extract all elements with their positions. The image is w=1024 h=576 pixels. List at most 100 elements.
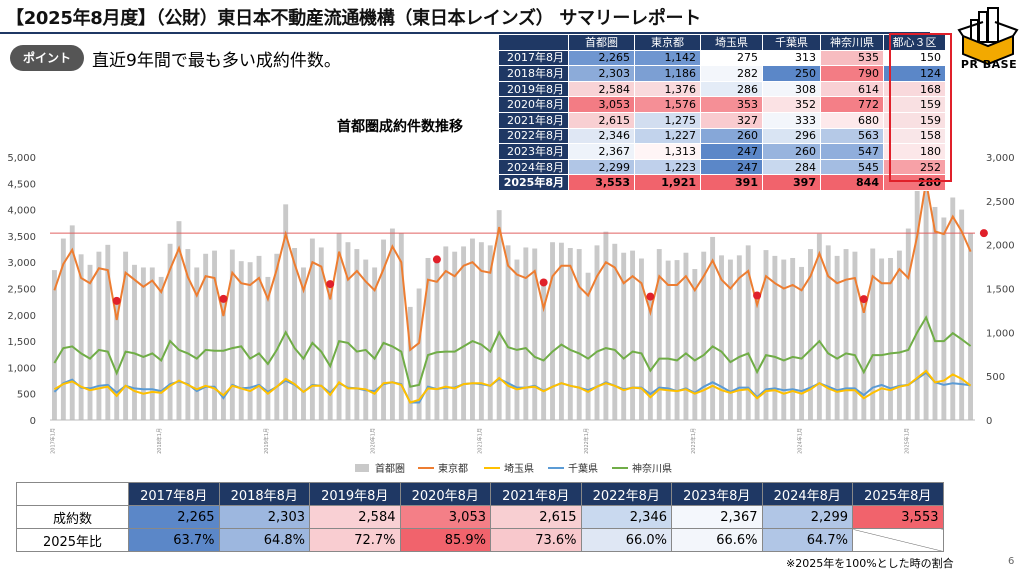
shutoken-bar xyxy=(772,255,778,420)
summary-cell: 545 xyxy=(820,158,884,176)
august-marker xyxy=(219,294,228,303)
summary-cell: 3,053 xyxy=(568,96,635,113)
summary-row-label: 2019年8月 xyxy=(498,80,569,98)
comparison-cell: 72.7% xyxy=(309,528,401,552)
logo-text: PR BASE xyxy=(960,58,1018,71)
summary-table: 首都圏 東京都 埼玉県 千葉県 神奈川県 都心３区 2017年8月 2,265 1,… xyxy=(498,34,946,191)
shutoken-bar xyxy=(505,245,511,420)
shutoken-bar xyxy=(336,233,342,420)
shutoken-bar xyxy=(452,251,458,420)
summary-cell: 535 xyxy=(820,49,884,67)
shutoken-bar xyxy=(105,244,111,420)
summary-row-label: 2024年8月 xyxy=(498,158,569,176)
y-right-tick-label: 2,500 xyxy=(986,197,1015,208)
summary-col-header: 首都圏 xyxy=(568,34,635,51)
y-right-tick-label: 2,000 xyxy=(986,241,1015,252)
summary-row-label: 2022年8月 xyxy=(498,127,569,145)
y-left-tick-label: 4,000 xyxy=(7,206,36,217)
comparison-row-label: 2025年比 xyxy=(16,528,129,552)
comparison-cell: 85.9% xyxy=(399,528,491,552)
comparison-cell: 3,053 xyxy=(399,505,491,529)
shutoken-bar xyxy=(407,306,413,420)
shutoken-bar xyxy=(416,288,422,420)
shutoken-bar xyxy=(870,248,876,420)
august-marker xyxy=(112,296,121,305)
summary-row-label: 2018年8月 xyxy=(498,65,569,82)
summary-cell: 2,303 xyxy=(568,65,635,82)
shutoken-bar xyxy=(719,255,724,420)
shutoken-bar xyxy=(550,242,555,420)
summary-col-header: 埼玉県 xyxy=(700,34,763,51)
summary-cell: 159 xyxy=(883,96,946,113)
summary-cell: 1,275 xyxy=(634,111,701,129)
summary-row: 2019年8月 2,584 1,376 286 308 614 168 xyxy=(498,80,946,98)
shutoken-bar xyxy=(736,255,742,420)
shutoken-bar xyxy=(630,250,636,420)
summary-cell: 353 xyxy=(700,96,763,113)
comparison-cell: 2,346 xyxy=(580,505,672,529)
shutoken-bar xyxy=(647,296,653,420)
shutoken-bar xyxy=(754,295,760,420)
shutoken-bar xyxy=(888,257,893,420)
summary-cell: 150 xyxy=(883,49,946,67)
comparison-cell: 2,303 xyxy=(218,505,310,529)
shutoken-bar xyxy=(612,243,618,420)
summary-cell: 1,223 xyxy=(634,158,701,176)
shutoken-bar xyxy=(238,261,244,420)
shutoken-bar xyxy=(381,239,386,420)
comparison-cell: 63.7% xyxy=(128,528,220,552)
pr-base-logo-icon xyxy=(957,7,1019,66)
summary-cell: 1,921 xyxy=(634,174,701,191)
shutoken-bar xyxy=(621,252,627,420)
summary-cell: 1,313 xyxy=(634,143,701,160)
shutoken-bar xyxy=(354,249,360,420)
shutoken-bar xyxy=(808,249,813,420)
comparison-col-header: 2022年8月 xyxy=(580,482,672,506)
summary-cell: 284 xyxy=(762,158,821,176)
x-tick-label: 2019年1月 xyxy=(263,428,270,454)
shutoken-bar xyxy=(558,242,564,420)
shutoken-bar xyxy=(959,209,965,420)
comparison-col-header: 2023年8月 xyxy=(671,482,763,506)
tokyo-line xyxy=(53,181,972,352)
page-title: 【2025年8月度】（公財）東日本不動産流通機構（東日本レインズ） サマリーレポ… xyxy=(6,8,701,29)
summary-cell: 275 xyxy=(700,49,763,67)
shutoken-bar xyxy=(923,164,929,420)
summary-row: 2021年8月 2,615 1,275 327 333 680 159 xyxy=(498,111,946,129)
legend-label: 東京都 xyxy=(438,462,468,475)
shutoken-bar xyxy=(968,233,973,420)
summary-cell: 1,186 xyxy=(634,65,701,82)
shutoken-bar xyxy=(78,254,84,420)
y-left-tick-label: 0 xyxy=(30,416,36,427)
summary-row: 2020年8月 3,053 1,576 353 352 772 159 xyxy=(498,96,946,113)
y-left-tick-label: 3,500 xyxy=(7,232,36,243)
shutoken-bar xyxy=(389,228,395,420)
summary-corner xyxy=(498,34,569,51)
summary-cell: 790 xyxy=(820,65,884,82)
point-text: 直近9年間で最も多い成約件数。 xyxy=(92,51,341,71)
summary-cell: 680 xyxy=(820,111,884,129)
y-left-tick-label: 4,500 xyxy=(7,179,36,190)
shutoken-bar xyxy=(541,282,547,420)
y-left-tick-label: 1,000 xyxy=(7,363,36,374)
shutoken-bar xyxy=(461,246,467,420)
shutoken-bar xyxy=(745,245,751,420)
shutoken-bar xyxy=(834,255,840,420)
title-bar: 【2025年8月度】（公財）東日本不動産流通機構（東日本レインズ） サマリーレポ… xyxy=(0,0,930,32)
summary-row: 2023年8月 2,367 1,313 247 260 547 180 xyxy=(498,143,946,160)
comparison-cell: 66.0% xyxy=(580,528,672,552)
y-left-tick-label: 1,500 xyxy=(7,337,36,348)
shutoken-bar xyxy=(52,270,57,420)
x-tick-label: 2023年1月 xyxy=(690,428,697,454)
summary-cell: 1,576 xyxy=(634,96,701,113)
summary-col-header: 神奈川県 xyxy=(820,34,884,51)
summary-cell: 2,346 xyxy=(568,127,635,145)
shutoken-bar xyxy=(363,259,369,420)
point-badge: ポイント xyxy=(10,45,84,71)
august-marker xyxy=(326,280,335,289)
x-tick-label: 2018年1月 xyxy=(156,428,163,454)
shutoken-bar xyxy=(763,250,769,420)
shutoken-bar xyxy=(283,204,289,420)
shutoken-bar xyxy=(950,197,956,420)
shutoken-bar xyxy=(425,257,431,420)
